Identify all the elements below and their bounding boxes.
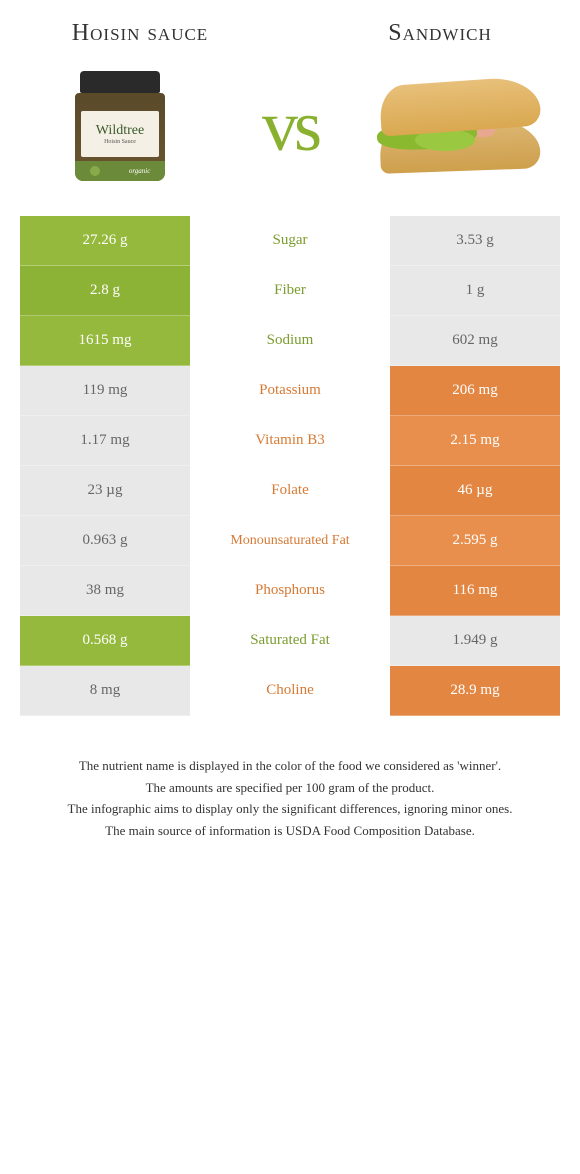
right-value: 28.9 mg: [390, 666, 560, 716]
nutrient-label: Saturated Fat: [190, 616, 390, 666]
right-value: 3.53 g: [390, 216, 560, 266]
footnote-line: The amounts are specified per 100 gram o…: [40, 778, 540, 798]
nutrient-label: Fiber: [190, 266, 390, 316]
right-value: 2.595 g: [390, 516, 560, 566]
images-row: Wildtree Hoisin Sauce organic vs: [20, 66, 560, 186]
table-row: 1615 mgSodium602 mg: [20, 316, 560, 366]
table-row: 23 µgFolate46 µg: [20, 466, 560, 516]
left-value: 2.8 g: [20, 266, 190, 316]
nutrient-label: Phosphorus: [190, 566, 390, 616]
table-row: 2.8 gFiber1 g: [20, 266, 560, 316]
left-value: 23 µg: [20, 466, 190, 516]
left-food-image: Wildtree Hoisin Sauce organic: [40, 66, 200, 186]
comparison-table: 27.26 gSugar3.53 g2.8 gFiber1 g1615 mgSo…: [20, 216, 560, 716]
sandwich-icon: [380, 81, 540, 171]
left-value: 1615 mg: [20, 316, 190, 366]
table-row: 38 mgPhosphorus116 mg: [20, 566, 560, 616]
footnotes: The nutrient name is displayed in the co…: [20, 756, 560, 840]
right-food-image: [380, 66, 540, 186]
nutrient-label: Choline: [190, 666, 390, 716]
footnote-line: The infographic aims to display only the…: [40, 799, 540, 819]
footnote-line: The nutrient name is displayed in the co…: [40, 756, 540, 776]
right-value: 116 mg: [390, 566, 560, 616]
nutrient-label: Vitamin B3: [190, 416, 390, 466]
nutrient-label: Potassium: [190, 366, 390, 416]
left-value: 119 mg: [20, 366, 190, 416]
right-value: 1 g: [390, 266, 560, 316]
left-value: 38 mg: [20, 566, 190, 616]
table-row: 8 mgCholine28.9 mg: [20, 666, 560, 716]
footnote-line: The main source of information is USDA F…: [40, 821, 540, 841]
left-value: 0.963 g: [20, 516, 190, 566]
table-row: 119 mgPotassium206 mg: [20, 366, 560, 416]
table-row: 0.568 gSaturated Fat1.949 g: [20, 616, 560, 666]
nutrient-label: Monounsaturated Fat: [190, 516, 390, 566]
right-value: 1.949 g: [390, 616, 560, 666]
left-value: 8 mg: [20, 666, 190, 716]
jar-icon: Wildtree Hoisin Sauce organic: [75, 71, 165, 181]
left-value: 0.568 g: [20, 616, 190, 666]
right-value: 602 mg: [390, 316, 560, 366]
left-value: 27.26 g: [20, 216, 190, 266]
right-value: 46 µg: [390, 466, 560, 516]
left-food-title: Hoisin sauce: [50, 20, 230, 46]
table-row: 1.17 mgVitamin B32.15 mg: [20, 416, 560, 466]
nutrient-label: Sugar: [190, 216, 390, 266]
nutrient-label: Sodium: [190, 316, 390, 366]
right-value: 2.15 mg: [390, 416, 560, 466]
right-food-title: Sandwich: [350, 20, 530, 46]
table-row: 27.26 gSugar3.53 g: [20, 216, 560, 266]
left-value: 1.17 mg: [20, 416, 190, 466]
table-row: 0.963 gMonounsaturated Fat2.595 g: [20, 516, 560, 566]
right-value: 206 mg: [390, 366, 560, 416]
vs-label: vs: [262, 85, 318, 168]
nutrient-label: Folate: [190, 466, 390, 516]
header: Hoisin sauce Sandwich: [20, 20, 560, 46]
